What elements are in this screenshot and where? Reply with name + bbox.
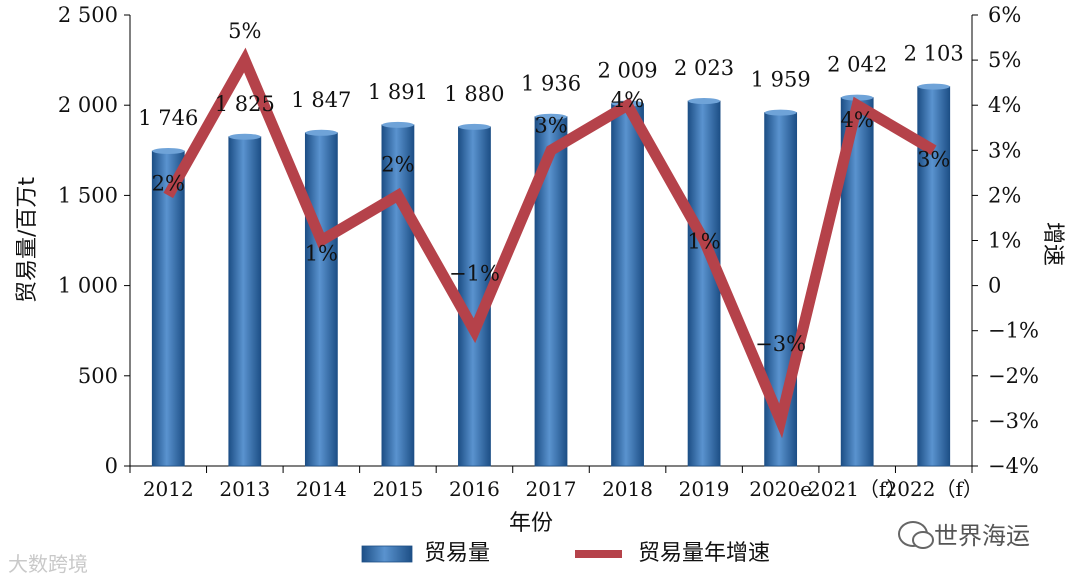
- watermark-left-text: 大数跨境: [8, 552, 88, 576]
- bar: [151, 150, 185, 467]
- bar-cap: [841, 94, 874, 101]
- right-tick-label: 1%: [988, 229, 1021, 253]
- right-tick-label: 0: [988, 274, 1001, 298]
- line-value-label: −3%: [755, 332, 806, 356]
- watermark-right-text: 世界海运: [934, 522, 1030, 550]
- bar-cap: [228, 133, 261, 140]
- bar-value-label: 1 847: [291, 88, 351, 112]
- bar-value-label: 1 880: [444, 82, 504, 106]
- bar: [304, 132, 338, 467]
- x-tick-label: 2017: [526, 477, 577, 501]
- x-tick-label: 2016: [449, 477, 500, 501]
- line-value-label: 2%: [152, 171, 185, 195]
- x-axis-title: 年份: [509, 511, 553, 536]
- right-tick-label: 5%: [988, 48, 1021, 72]
- legend-bar-label: 贸易量: [424, 541, 490, 566]
- right-tick-label: 6%: [988, 3, 1021, 27]
- bar-value-label: 1 825: [215, 92, 275, 116]
- line-value-label: 2%: [381, 152, 414, 176]
- line-value-label: −1%: [449, 262, 500, 286]
- right-tick-label: 4%: [988, 93, 1021, 117]
- right-tick-label: 3%: [988, 138, 1021, 162]
- bar: [611, 103, 644, 467]
- bar-cap: [764, 109, 797, 116]
- bar: [228, 136, 262, 467]
- x-tick-label: 2021（f）: [808, 477, 906, 501]
- right-tick-label: −2%: [988, 364, 1039, 388]
- left-tick-label: 2 000: [58, 93, 118, 117]
- x-tick-label: 2019: [679, 477, 730, 501]
- x-tick-label: 2015: [372, 477, 423, 501]
- x-tick-label: 2020e: [749, 477, 812, 501]
- line-value-label: 3%: [534, 113, 567, 137]
- legend-bar-swatch: [361, 545, 413, 563]
- x-tick-label: 2014: [296, 477, 347, 501]
- line-value-label: 1%: [305, 242, 338, 266]
- wechat-icon: [898, 520, 934, 549]
- bar-value-label: 1 936: [521, 72, 581, 96]
- right-tick-label: 2%: [988, 183, 1021, 207]
- left-axis-title: 贸易量/百万t: [15, 177, 40, 303]
- bar-value-label: 1 746: [138, 106, 198, 130]
- right-tick-label: −3%: [988, 409, 1039, 433]
- x-tick-label: 2018: [602, 477, 653, 501]
- right-tick-label: −4%: [988, 454, 1039, 478]
- left-tick-label: 500: [78, 364, 118, 388]
- line-value-label: 1%: [687, 230, 720, 254]
- left-tick-label: 1 500: [58, 183, 118, 207]
- bar-value-label: 2 023: [674, 56, 734, 80]
- left-tick-label: 2 500: [58, 3, 118, 27]
- x-tick-label: 2013: [219, 477, 270, 501]
- line-value-label: 4%: [841, 108, 874, 132]
- bar-value-label: 2 042: [827, 53, 887, 77]
- right-axis-title: 增速: [1040, 222, 1065, 266]
- bar-cap: [458, 123, 491, 130]
- bar-cap: [152, 148, 185, 155]
- line-value-label: 4%: [611, 88, 644, 112]
- x-tick-label: 2022（f）: [885, 477, 983, 501]
- bar-value-label: 2 009: [597, 59, 657, 83]
- bar: [687, 100, 721, 467]
- bar-cap: [688, 98, 721, 105]
- x-tick-label: 2012: [143, 477, 194, 501]
- left-tick-label: 1 000: [58, 274, 118, 298]
- bar-cap: [381, 121, 414, 128]
- bar-cap: [535, 113, 567, 120]
- bar-value-label: 1 891: [368, 80, 428, 104]
- line-value-label: 3%: [917, 147, 950, 171]
- legend-line-label: 贸易量年增速: [638, 541, 770, 566]
- watermark-right: 世界海运: [898, 516, 1030, 551]
- left-tick-label: 0: [105, 454, 118, 478]
- bar-cap: [917, 83, 950, 90]
- line-value-label: 5%: [228, 19, 261, 43]
- bar-value-label: 1 959: [751, 68, 811, 92]
- bar-value-label: 2 103: [904, 42, 964, 66]
- watermark-left: 大数跨境: [8, 548, 88, 577]
- right-tick-label: −1%: [988, 319, 1039, 343]
- bar-cap: [305, 129, 338, 136]
